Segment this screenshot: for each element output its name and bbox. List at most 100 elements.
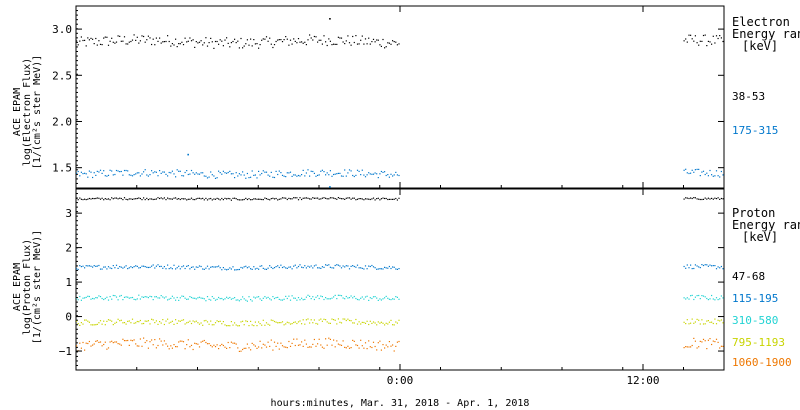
data-point bbox=[334, 319, 336, 321]
data-point bbox=[84, 349, 86, 351]
data-point bbox=[109, 169, 111, 171]
data-point bbox=[194, 321, 196, 323]
data-point bbox=[104, 297, 106, 300]
data-point bbox=[253, 198, 255, 200]
data-point bbox=[198, 296, 201, 298]
data-point bbox=[262, 170, 264, 172]
data-point bbox=[356, 169, 359, 171]
data-point bbox=[699, 175, 701, 177]
data-point bbox=[331, 44, 333, 46]
data-point bbox=[200, 322, 202, 324]
data-point bbox=[278, 170, 280, 172]
data-point bbox=[210, 320, 212, 322]
electron-ytick-label-1: 2.0 bbox=[52, 115, 72, 128]
data-point bbox=[179, 268, 181, 270]
data-point bbox=[293, 174, 295, 176]
data-point bbox=[135, 39, 137, 41]
data-point bbox=[334, 264, 336, 267]
data-point bbox=[281, 174, 284, 176]
data-point bbox=[683, 297, 685, 299]
data-point bbox=[122, 338, 124, 340]
data-point bbox=[98, 40, 100, 42]
data-point bbox=[698, 198, 700, 200]
data-point bbox=[112, 198, 114, 200]
data-point bbox=[304, 175, 306, 177]
data-point bbox=[331, 297, 333, 299]
data-point bbox=[262, 199, 264, 201]
data-point bbox=[232, 342, 234, 344]
data-point bbox=[377, 39, 379, 41]
data-point bbox=[186, 170, 188, 172]
electron-ytick-label-0: 1.5 bbox=[52, 162, 72, 175]
data-point bbox=[120, 319, 122, 321]
data-point bbox=[200, 341, 202, 343]
data-point bbox=[382, 197, 384, 199]
data-point bbox=[136, 197, 138, 200]
data-point bbox=[234, 177, 236, 179]
data-point bbox=[254, 198, 256, 200]
data-point bbox=[719, 298, 721, 300]
data-point bbox=[301, 198, 303, 201]
data-point bbox=[107, 198, 110, 200]
data-point bbox=[186, 265, 188, 267]
data-point bbox=[211, 174, 213, 176]
xtick-label-1: 12:00 bbox=[626, 374, 659, 387]
data-point bbox=[392, 324, 394, 326]
data-point bbox=[350, 170, 352, 172]
data-point bbox=[214, 346, 217, 348]
data-point bbox=[106, 175, 108, 177]
data-point bbox=[304, 339, 306, 341]
data-point bbox=[722, 345, 724, 347]
data-point bbox=[288, 44, 290, 46]
data-point bbox=[363, 298, 365, 300]
data-point bbox=[168, 40, 170, 43]
data-point bbox=[261, 324, 263, 326]
data-point bbox=[141, 35, 143, 37]
data-point bbox=[348, 169, 351, 171]
data-point bbox=[720, 197, 722, 200]
data-point bbox=[387, 267, 389, 269]
data-point bbox=[173, 264, 175, 266]
data-point bbox=[717, 197, 719, 199]
data-point bbox=[82, 173, 84, 175]
data-point bbox=[237, 299, 239, 301]
data-point bbox=[352, 322, 354, 324]
data-point bbox=[131, 267, 134, 269]
data-point bbox=[358, 170, 360, 172]
data-point bbox=[119, 266, 121, 268]
data-point bbox=[683, 265, 685, 268]
data-point bbox=[99, 296, 102, 298]
data-point bbox=[267, 40, 269, 42]
data-point bbox=[262, 343, 264, 345]
data-point bbox=[384, 347, 386, 349]
data-point bbox=[318, 174, 320, 176]
data-point bbox=[283, 39, 285, 41]
data-point bbox=[237, 325, 239, 327]
data-point bbox=[85, 173, 87, 175]
data-point bbox=[155, 198, 157, 200]
data-point bbox=[392, 40, 394, 42]
data-point bbox=[714, 318, 716, 320]
data-point bbox=[206, 321, 209, 323]
data-point bbox=[151, 43, 153, 46]
data-point bbox=[224, 324, 226, 326]
data-point bbox=[352, 197, 354, 199]
data-point bbox=[254, 43, 256, 45]
data-point bbox=[368, 323, 370, 326]
data-point bbox=[203, 175, 205, 177]
data-point bbox=[283, 197, 285, 199]
data-point bbox=[246, 300, 248, 302]
data-point bbox=[286, 321, 288, 323]
data-point bbox=[184, 198, 186, 200]
data-point bbox=[385, 322, 387, 324]
proton-ylabel-line2: log(Proton Flux) bbox=[22, 239, 33, 335]
data-point bbox=[149, 266, 151, 268]
data-point bbox=[310, 319, 312, 321]
data-point bbox=[194, 199, 196, 201]
data-point bbox=[230, 173, 232, 175]
data-point bbox=[372, 296, 375, 298]
data-point bbox=[206, 343, 209, 345]
data-point bbox=[171, 320, 173, 322]
data-point bbox=[342, 340, 344, 342]
data-point bbox=[690, 295, 692, 297]
